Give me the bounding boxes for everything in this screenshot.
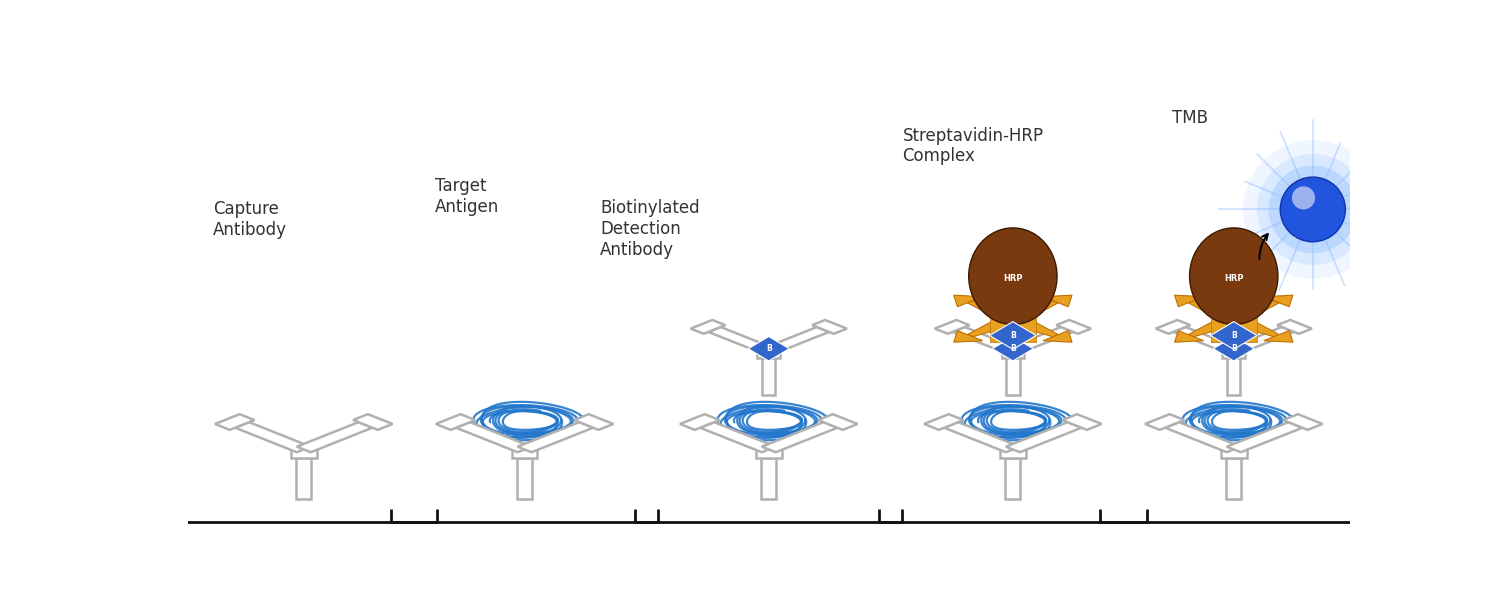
Polygon shape <box>436 414 476 430</box>
Polygon shape <box>690 320 726 334</box>
Polygon shape <box>993 337 1033 361</box>
Bar <box>756 449 782 458</box>
Polygon shape <box>1056 320 1090 334</box>
Text: TMB: TMB <box>1172 109 1208 127</box>
Polygon shape <box>1166 422 1240 452</box>
Polygon shape <box>1210 322 1257 349</box>
Polygon shape <box>518 422 594 452</box>
Text: HRP: HRP <box>1224 274 1244 283</box>
Bar <box>1226 458 1242 499</box>
Polygon shape <box>1155 320 1191 334</box>
Polygon shape <box>1264 295 1293 307</box>
Polygon shape <box>762 327 830 353</box>
Polygon shape <box>456 422 531 452</box>
Text: B: B <box>1010 344 1016 353</box>
Polygon shape <box>954 331 982 342</box>
Polygon shape <box>1174 295 1203 307</box>
Polygon shape <box>1004 315 1059 337</box>
Text: Biotinylated
Detection
Antibody: Biotinylated Detection Antibody <box>600 199 700 259</box>
Bar <box>990 296 1036 341</box>
Text: B: B <box>766 344 771 353</box>
Polygon shape <box>1224 315 1280 337</box>
Polygon shape <box>1227 327 1294 353</box>
Polygon shape <box>1282 414 1323 430</box>
Ellipse shape <box>1244 140 1383 279</box>
Polygon shape <box>944 422 1020 452</box>
Polygon shape <box>968 301 1022 322</box>
Text: B: B <box>1010 331 1016 340</box>
Text: B: B <box>1232 331 1236 340</box>
Polygon shape <box>1264 331 1293 342</box>
Text: HRP: HRP <box>1004 274 1023 283</box>
Bar <box>760 458 777 499</box>
Polygon shape <box>700 422 776 452</box>
Polygon shape <box>1174 331 1203 342</box>
Bar <box>296 458 312 499</box>
Polygon shape <box>1224 301 1280 322</box>
Polygon shape <box>1188 315 1244 337</box>
Polygon shape <box>214 414 255 430</box>
Text: B: B <box>1232 344 1236 353</box>
Ellipse shape <box>1280 177 1346 242</box>
Bar <box>1221 449 1246 458</box>
Polygon shape <box>954 295 982 307</box>
Polygon shape <box>680 414 720 430</box>
Polygon shape <box>762 422 837 452</box>
Ellipse shape <box>969 228 1058 325</box>
Polygon shape <box>924 414 963 430</box>
Polygon shape <box>1042 331 1072 342</box>
Ellipse shape <box>1190 228 1278 325</box>
Polygon shape <box>1062 414 1101 430</box>
Polygon shape <box>574 414 614 430</box>
Polygon shape <box>1042 295 1072 307</box>
Polygon shape <box>1144 414 1185 430</box>
Polygon shape <box>968 315 1022 337</box>
Polygon shape <box>748 337 789 361</box>
Ellipse shape <box>1269 166 1358 253</box>
Ellipse shape <box>1292 187 1316 209</box>
Polygon shape <box>352 414 393 430</box>
Polygon shape <box>1004 301 1059 322</box>
Polygon shape <box>1188 301 1244 322</box>
Bar <box>512 449 537 458</box>
Text: A: A <box>1010 314 1017 323</box>
Polygon shape <box>708 327 776 353</box>
Polygon shape <box>952 327 1018 353</box>
Polygon shape <box>1007 327 1074 353</box>
Polygon shape <box>1227 422 1302 452</box>
Bar <box>1007 358 1020 395</box>
Bar <box>1005 458 1020 499</box>
Polygon shape <box>1276 320 1312 334</box>
Text: Capture
Antibody: Capture Antibody <box>213 200 286 239</box>
Polygon shape <box>934 320 969 334</box>
Polygon shape <box>1173 327 1240 353</box>
Polygon shape <box>236 422 310 452</box>
Bar <box>762 358 776 395</box>
Text: A: A <box>1230 314 1238 323</box>
Bar <box>1000 449 1026 458</box>
Polygon shape <box>1007 422 1082 452</box>
Text: Streptavidin-HRP
Complex: Streptavidin-HRP Complex <box>903 127 1044 166</box>
Bar <box>1002 351 1025 358</box>
Polygon shape <box>990 322 1036 349</box>
Text: Target
Antigen: Target Antigen <box>435 178 500 216</box>
Bar <box>518 458 532 499</box>
Polygon shape <box>818 414 858 430</box>
Polygon shape <box>297 422 372 452</box>
Ellipse shape <box>1257 154 1368 265</box>
Bar <box>1210 296 1257 341</box>
Bar <box>1222 351 1245 358</box>
Bar <box>291 449 316 458</box>
Bar <box>758 351 780 358</box>
Polygon shape <box>1214 337 1254 361</box>
Polygon shape <box>812 320 847 334</box>
Bar <box>1227 358 1240 395</box>
